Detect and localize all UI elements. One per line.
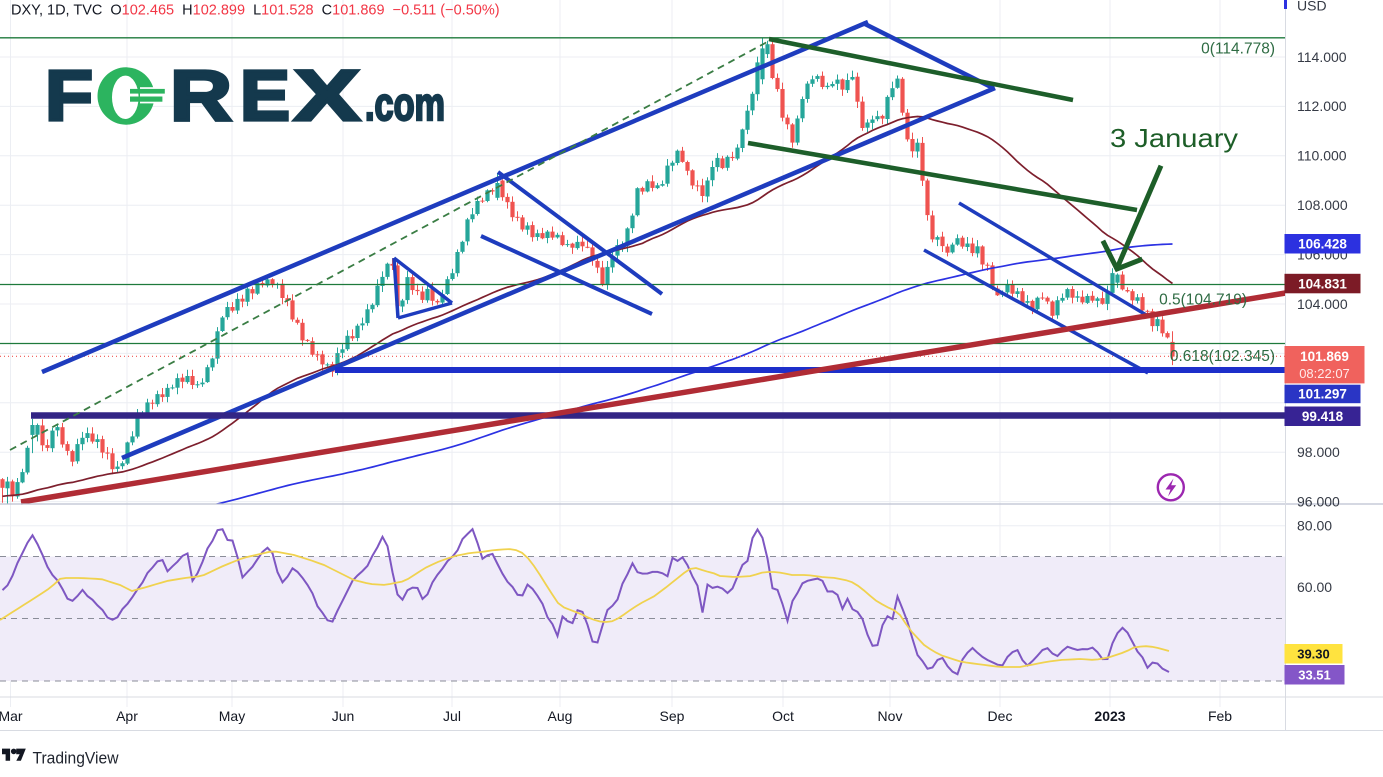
svg-text:Dec: Dec: [988, 708, 1013, 724]
svg-text:F: F: [45, 57, 93, 136]
svg-text:0.618(102.345): 0.618(102.345): [1170, 348, 1275, 365]
svg-text:Apr: Apr: [116, 708, 138, 724]
svg-text:2023: 2023: [1094, 708, 1125, 724]
svg-text:106.428: 106.428: [1298, 237, 1347, 252]
svg-text:Jul: Jul: [443, 708, 461, 724]
svg-text:104.000: 104.000: [1297, 296, 1348, 312]
svg-text:X: X: [294, 57, 360, 136]
svg-text:R: R: [170, 57, 232, 136]
svg-text:3 January: 3 January: [1110, 123, 1238, 153]
svg-text:Oct: Oct: [772, 708, 794, 724]
svg-text:96.000: 96.000: [1297, 493, 1340, 509]
svg-text:114.000: 114.000: [1297, 49, 1347, 65]
svg-text:Feb: Feb: [1208, 708, 1232, 724]
svg-text:110.000: 110.000: [1297, 148, 1347, 164]
svg-text:108.000: 108.000: [1297, 197, 1348, 213]
svg-text:33.51: 33.51: [1298, 668, 1331, 683]
svg-text:TradingView: TradingView: [33, 749, 120, 768]
svg-text:Nov: Nov: [878, 708, 903, 724]
svg-text:08:22:07: 08:22:07: [1299, 366, 1350, 381]
svg-text:USD: USD: [1297, 0, 1327, 14]
svg-text:.com: .com: [365, 78, 445, 130]
svg-text:Jun: Jun: [332, 708, 355, 724]
svg-text:99.418: 99.418: [1302, 409, 1344, 424]
svg-text:39.30: 39.30: [1297, 647, 1330, 662]
svg-text:Sep: Sep: [660, 708, 685, 724]
svg-text:101.297: 101.297: [1298, 387, 1347, 402]
svg-text:98.000: 98.000: [1297, 444, 1340, 460]
svg-text:May: May: [219, 708, 245, 724]
svg-text:Mar: Mar: [0, 708, 23, 724]
svg-text:0(114.778): 0(114.778): [1201, 41, 1275, 58]
svg-text:80.00: 80.00: [1297, 517, 1332, 533]
svg-text:E: E: [240, 57, 290, 136]
svg-text:0.5(104.719): 0.5(104.719): [1159, 292, 1247, 309]
svg-text:Aug: Aug: [548, 708, 573, 724]
svg-text:DXY, 1D, TVC O102.465 H102.8: DXY, 1D, TVC O102.465 H102.899 L101.528 …: [11, 3, 500, 19]
svg-text:101.869: 101.869: [1300, 349, 1349, 364]
svg-text:104.831: 104.831: [1298, 276, 1347, 291]
svg-text:112.000: 112.000: [1297, 98, 1347, 114]
svg-text:60.00: 60.00: [1297, 579, 1332, 595]
